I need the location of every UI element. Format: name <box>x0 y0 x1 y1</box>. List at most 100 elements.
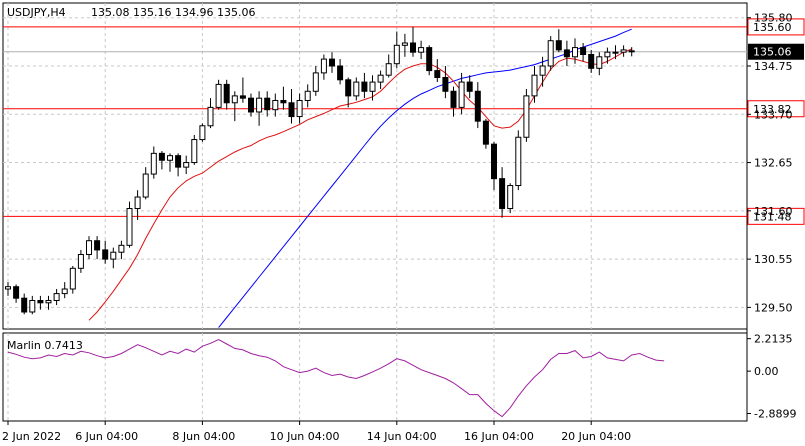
candle-body <box>118 244 125 253</box>
candle-body <box>450 90 457 108</box>
candle-body <box>329 58 335 67</box>
oscillator-plot-area[interactable] <box>2 332 748 422</box>
candle <box>329 52 335 73</box>
main-plot-area[interactable] <box>2 2 748 330</box>
candle <box>385 54 392 78</box>
candle-body <box>167 155 173 161</box>
candle-body <box>401 42 408 46</box>
candle <box>21 293 28 315</box>
candle <box>442 65 449 99</box>
candle <box>474 82 481 129</box>
moving-averages <box>88 28 632 328</box>
candle <box>134 190 141 221</box>
time-tick-label: 6 Jun 04:00 <box>75 430 138 443</box>
candle-body <box>5 286 11 290</box>
candle-body <box>86 240 92 256</box>
candle-body <box>296 99 303 118</box>
current-price-box <box>748 43 804 60</box>
oscillator-line <box>7 339 665 418</box>
candle <box>94 236 101 260</box>
candle-body <box>207 106 214 127</box>
candle <box>102 240 109 264</box>
candle-body <box>264 97 271 111</box>
candle-body <box>69 267 76 290</box>
candle <box>272 93 279 117</box>
candle <box>37 295 44 310</box>
candle-body <box>53 293 60 301</box>
candle <box>401 33 408 57</box>
candle-body <box>304 90 311 101</box>
oscillator-tick-label: 0.00 <box>754 365 779 378</box>
candle <box>628 47 635 57</box>
candle-body <box>393 44 400 65</box>
candle <box>612 45 619 60</box>
candle-body <box>491 143 497 180</box>
candle <box>604 47 611 64</box>
candle <box>499 167 506 218</box>
blue-ma-line <box>218 28 632 328</box>
time-tick-label: 2 Jun 2022 <box>2 430 61 443</box>
candle <box>110 247 117 269</box>
candle <box>248 93 254 117</box>
candle-body <box>434 70 441 78</box>
candle-body <box>482 120 489 145</box>
price-tick-label: 134.75 <box>754 60 793 73</box>
candle-body <box>191 139 198 164</box>
candle-body <box>134 196 141 210</box>
candle <box>5 282 11 296</box>
time-tick-label: 16 Jun 04:00 <box>464 430 534 443</box>
candle <box>353 77 360 101</box>
candle <box>199 123 206 142</box>
candle <box>563 40 570 66</box>
candle-body <box>458 81 465 108</box>
candle-body <box>369 81 376 92</box>
candle-body <box>539 65 546 76</box>
candle <box>191 134 198 165</box>
red-ma-line <box>88 48 632 321</box>
candle <box>231 91 238 122</box>
candle-body <box>256 97 263 113</box>
candle-body <box>102 249 109 260</box>
time-tick-label: 8 Jun 04:00 <box>172 430 235 443</box>
candle <box>256 91 263 126</box>
oscillator-tick-label: -2.8899 <box>754 408 796 421</box>
candle-body <box>612 51 619 54</box>
candle <box>86 236 92 260</box>
level-label-box <box>747 18 805 36</box>
candle-body <box>345 79 352 97</box>
candle <box>507 183 514 214</box>
candle <box>223 79 230 110</box>
candle-body <box>410 42 416 53</box>
candle <box>118 240 125 260</box>
candle-body <box>523 95 530 138</box>
candle-body <box>426 47 433 72</box>
candle <box>555 29 562 53</box>
candle-body <box>385 63 392 76</box>
time-tick-label: 14 Jun 04:00 <box>367 430 437 443</box>
time-tick-label: 10 Jun 04:00 <box>270 430 340 443</box>
price-tick-label: 135.80 <box>754 12 793 25</box>
candle <box>150 146 157 179</box>
candle <box>288 88 295 124</box>
candle-body <box>604 51 611 58</box>
candle <box>377 70 384 89</box>
candle-body <box>29 299 36 313</box>
price-tick-label: 130.55 <box>754 253 793 266</box>
candle-body <box>110 251 117 260</box>
candle <box>320 54 327 80</box>
candle-body <box>199 125 206 141</box>
candle-body <box>312 72 319 92</box>
level-label: 135.60 <box>753 21 792 34</box>
candle-body <box>61 288 68 295</box>
candle-body <box>280 99 287 104</box>
candle <box>450 86 457 117</box>
candle <box>61 282 68 299</box>
level-lines: 135.60 133.82 131.48 135.06 <box>3 18 805 225</box>
candle <box>491 141 497 191</box>
candle <box>531 65 538 103</box>
candle <box>466 75 473 99</box>
candle <box>207 98 214 129</box>
oscillator-tick-label: 2.2135 <box>754 333 793 346</box>
candle <box>620 45 627 57</box>
candle <box>13 284 20 303</box>
